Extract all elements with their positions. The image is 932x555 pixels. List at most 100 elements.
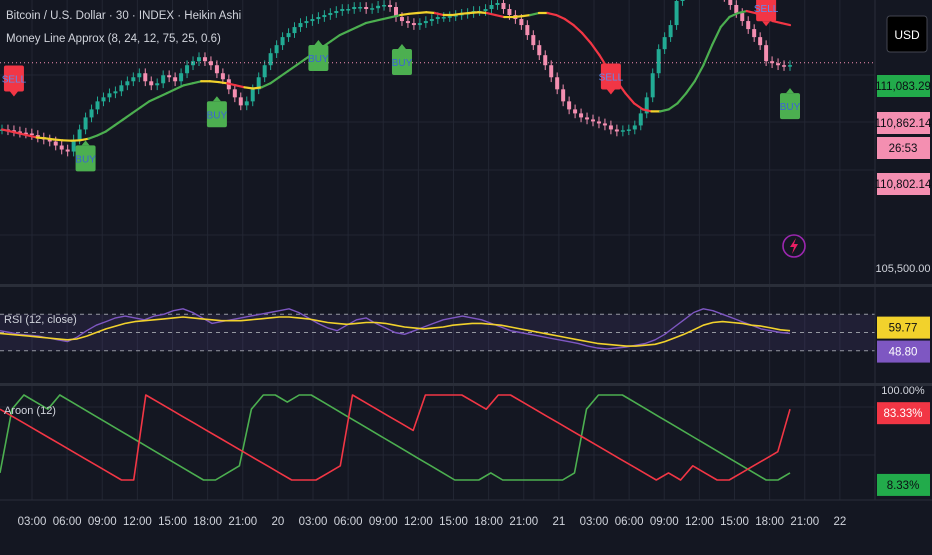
candle-body — [406, 21, 410, 23]
candle-body — [137, 73, 141, 77]
candle-body — [567, 101, 571, 109]
candle-body — [239, 97, 243, 105]
candle-body — [155, 83, 159, 85]
money-line-segment — [470, 12, 479, 13]
label-text: 48.80 — [889, 347, 918, 359]
label-text: 83.33% — [883, 408, 922, 420]
candle-body — [352, 7, 356, 9]
indicator-title[interactable]: Money Line Approx (8, 24, 12, 75, 25, 0.… — [6, 33, 221, 45]
candle-body — [603, 123, 607, 125]
candle-body — [681, 0, 685, 1]
candle-body — [507, 9, 511, 15]
time-axis-label: 03:00 — [18, 516, 47, 528]
candle-body — [90, 109, 94, 117]
label-text: 110,862.14 — [875, 118, 932, 130]
money-line-segment — [522, 15, 531, 16]
rsi-title[interactable]: RSI (12, close) — [4, 314, 77, 326]
candle-body — [66, 150, 70, 152]
time-axis-label: 21:00 — [509, 516, 538, 528]
time-axis-label: 15:00 — [158, 516, 187, 528]
candle-body — [197, 57, 201, 61]
currency-label: USD — [894, 28, 920, 42]
candle-body — [448, 16, 452, 18]
candle-body — [758, 37, 762, 45]
panel-separator — [0, 284, 932, 287]
label-text: 26:53 — [889, 143, 918, 155]
money-line-segment — [418, 12, 427, 13]
candle-body — [298, 23, 302, 27]
candle-body — [776, 63, 780, 65]
candle-body — [346, 9, 350, 11]
candle-body — [96, 101, 100, 109]
money-line-segment — [409, 13, 418, 14]
candle-body — [525, 25, 529, 35]
candle-body — [579, 113, 583, 117]
money-line-segment — [478, 12, 487, 13]
time-axis-label: 18:00 — [474, 516, 503, 528]
rsi-value-label: 48.80 — [877, 341, 930, 363]
candle-body — [764, 45, 768, 61]
candle-body — [304, 21, 308, 23]
aroon-down-value-label: 83.33% — [877, 402, 930, 424]
money-line-segment — [253, 87, 262, 88]
time-axis-label: 21:00 — [228, 516, 257, 528]
candle-body — [555, 77, 559, 89]
candle-body — [161, 75, 165, 83]
candle-body — [173, 77, 177, 81]
candle-body — [233, 89, 237, 97]
candle-body — [436, 17, 440, 19]
candle-body — [591, 119, 595, 121]
candle-body — [310, 19, 314, 21]
time-axis-label: 09:00 — [88, 516, 117, 528]
candle-body — [358, 7, 362, 9]
candle-body — [322, 15, 326, 17]
signal-text: BUY — [207, 110, 228, 121]
time-axis-label: 09:00 — [369, 516, 398, 528]
signal-text: SELL — [754, 4, 779, 15]
candle-body — [269, 53, 273, 65]
money-line-segment — [400, 14, 409, 15]
candle-body — [78, 129, 82, 139]
time-axis-label: 18:00 — [193, 516, 222, 528]
time-axis-label: 12:00 — [685, 516, 714, 528]
money-line-segment — [218, 82, 227, 83]
money-line-segment — [244, 87, 253, 88]
candle-body — [281, 37, 285, 45]
rsi-bands — [0, 314, 875, 350]
price-label-countdown: 26:53 — [877, 137, 930, 159]
candle-body — [54, 142, 58, 146]
candle-body — [442, 17, 446, 19]
signal-text: SELL — [599, 72, 624, 83]
candle-body — [561, 89, 565, 101]
candle-body — [119, 85, 123, 91]
rsi-ma-value-label: 59.77 — [877, 317, 930, 339]
candle-body — [633, 125, 637, 129]
price-label-current-high: 111,083.29 — [875, 75, 931, 97]
candle-body — [143, 73, 147, 81]
candle-body — [627, 129, 631, 131]
candle-body — [84, 117, 88, 129]
candle-body — [263, 65, 267, 77]
candle-body — [191, 61, 195, 65]
candle-body — [221, 73, 225, 79]
time-axis-label: 06:00 — [615, 516, 644, 528]
time-axis-label: 21:00 — [790, 516, 819, 528]
candle-body — [788, 65, 792, 67]
candle-body — [752, 29, 756, 37]
price-label-last: 110,862.14 — [875, 112, 932, 134]
candle-body — [316, 17, 320, 19]
label-text: 111,083.29 — [875, 81, 931, 93]
label-text: 110,802.14 — [875, 179, 932, 191]
symbol-title[interactable]: Bitcoin / U.S. Dollar · 30 · INDEX · Hei… — [6, 10, 241, 22]
candle-body — [215, 65, 219, 73]
money-line-segment — [513, 16, 522, 17]
candle-body — [585, 117, 589, 119]
time-axis-label: 18:00 — [755, 516, 784, 528]
aroon-title[interactable]: Aroon (12) — [4, 405, 56, 417]
candle-body — [621, 130, 625, 132]
time-axis-label: 22 — [833, 516, 846, 528]
